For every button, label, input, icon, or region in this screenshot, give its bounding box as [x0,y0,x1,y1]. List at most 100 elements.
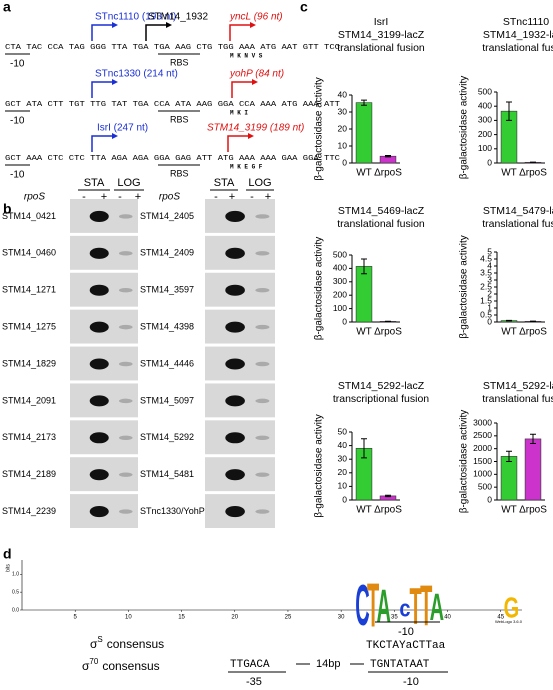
y-tick-label: 5 [487,246,492,256]
gel-band-faint [119,399,133,403]
orf-label: STM14_3199 (189 nt) [207,123,304,134]
gene-label: STM14_2405 [140,211,194,221]
amino-acids: M K N V S [230,53,263,60]
gel-band [90,285,109,296]
x-tick-label: WT [501,505,517,516]
minus10-label: -10 [398,626,414,638]
sigma-part: consensus [107,637,164,651]
x-tick-label: ΔrpoS [374,505,402,516]
y-axis-label: β-galactosidase activity [459,235,470,339]
rpos-label: rpoS [159,192,180,203]
gel-band-faint [119,436,133,440]
x-tick-label: WT [501,327,517,338]
y-tick-label: 50 [338,426,348,436]
logo-ytick-label: 0.0 [12,607,19,613]
sequence: GCT AAA CTC CTC TTA AGA AGA GGA GAG ATT … [5,155,340,163]
chart-title: transcriptional fusion [333,393,429,405]
chart-title: translational fusion [482,42,553,54]
rbs-label: RBS [170,114,189,124]
chart-title: STM14_5292-lacZ [338,380,425,392]
box35: TTGACA [230,659,270,671]
y-tick-label: 400 [478,100,492,110]
gel-band [225,285,245,296]
sigma-part: S [97,635,102,644]
minus10-label: -10 [10,116,25,127]
y-tick-label: 20 [338,123,348,133]
gel-band [225,322,245,333]
gel-band [90,358,109,369]
y-tick-label: 3000 [473,417,492,427]
gel-band [90,506,109,517]
minus10-label: -10 [10,170,25,181]
y-axis-label: β-galactosidase activity [459,76,470,180]
minus10-label: -10 [403,676,419,685]
panel-label: c [300,0,308,15]
y-tick-label: 40 [338,89,348,99]
chart-title: STM14_5479-lacZ [483,205,553,217]
y-tick-label: 0 [487,494,492,504]
gel-band [225,358,245,369]
gel-band-faint [255,214,269,218]
gel-band-faint [255,288,269,292]
bar [356,266,372,322]
chart-title: STM14_3199-lacZ [338,29,425,41]
rpos-label: rpoS [24,192,45,203]
logo-letter: A [376,580,390,633]
column-header: LOG [117,177,140,189]
minus35-label: -35 [246,676,262,685]
y-tick-label: 100 [478,143,492,153]
y-tick-label: 40 [338,440,348,450]
chart-title: translational fusion [337,42,425,54]
gene-label: STM14_3597 [140,285,194,295]
gel-band-faint [255,325,269,329]
gel-band [90,469,109,480]
gel-band-faint [119,288,133,292]
orf-label: yohP (84 nt) [229,69,284,80]
y-tick-label: 500 [478,86,492,96]
gel-band [90,322,109,333]
gel-band [90,248,109,259]
gene-label: STM14_5481 [140,469,194,479]
sequence: GCT ATA CTT TGT TTG TAT TGA CCA ATA AAG … [5,101,340,109]
orf-label: yncL (96 nt) [229,12,283,23]
y-tick-label: 200 [333,289,347,299]
gel-band-faint [119,362,133,366]
x-tick-label: WT [501,168,517,179]
x-tick-label: WT [356,168,372,179]
gel-band-faint [119,251,133,255]
gene-label: STM14_2173 [2,432,56,442]
gene-label: STM14_1932 [148,12,208,23]
spacer: 14bp [316,658,340,670]
gel-band [90,211,109,222]
y-axis-label: β-galactosidase activity [314,414,325,518]
y-tick-label: 0 [342,494,347,504]
gel-band-faint [255,399,269,403]
sequence: CTA TAC CCA TAG GGG TTA TGA TGA AAG CTG … [5,44,340,52]
gene-label: STM14_1829 [2,358,56,368]
rbs-label: RBS [170,168,189,178]
logo-ytick-label: 1.0 [12,572,19,578]
y-axis-label: β-galactosidase activity [314,237,325,341]
gel-band-faint [119,509,133,513]
gel-band [225,395,245,406]
gel-band-faint [255,436,269,440]
logo-xtick-label: 30 [338,615,345,621]
error-bar [506,320,512,321]
y-tick-label: 1500 [473,456,492,466]
logo-xtick-label: 20 [231,615,238,621]
x-tick-label: WT [356,505,372,516]
chart-title: STM14_1932-lacZ [483,29,553,41]
gene-label: STM14_0460 [2,248,56,258]
gene-label: STM14_5097 [140,395,194,405]
y-tick-label: 300 [478,115,492,125]
chart-title: STM14_5469-lacZ [338,205,425,217]
logo-xtick-label: 15 [178,615,185,621]
gel-band-faint [255,472,269,476]
gel-band [225,432,245,443]
y-axis-label: β-galactosidase activity [459,410,470,514]
column-header: STA [214,177,235,189]
gel-band-faint [119,214,133,218]
logo-ytick-label: 0.5 [12,589,19,595]
gene-label: STM14_4446 [140,358,194,368]
